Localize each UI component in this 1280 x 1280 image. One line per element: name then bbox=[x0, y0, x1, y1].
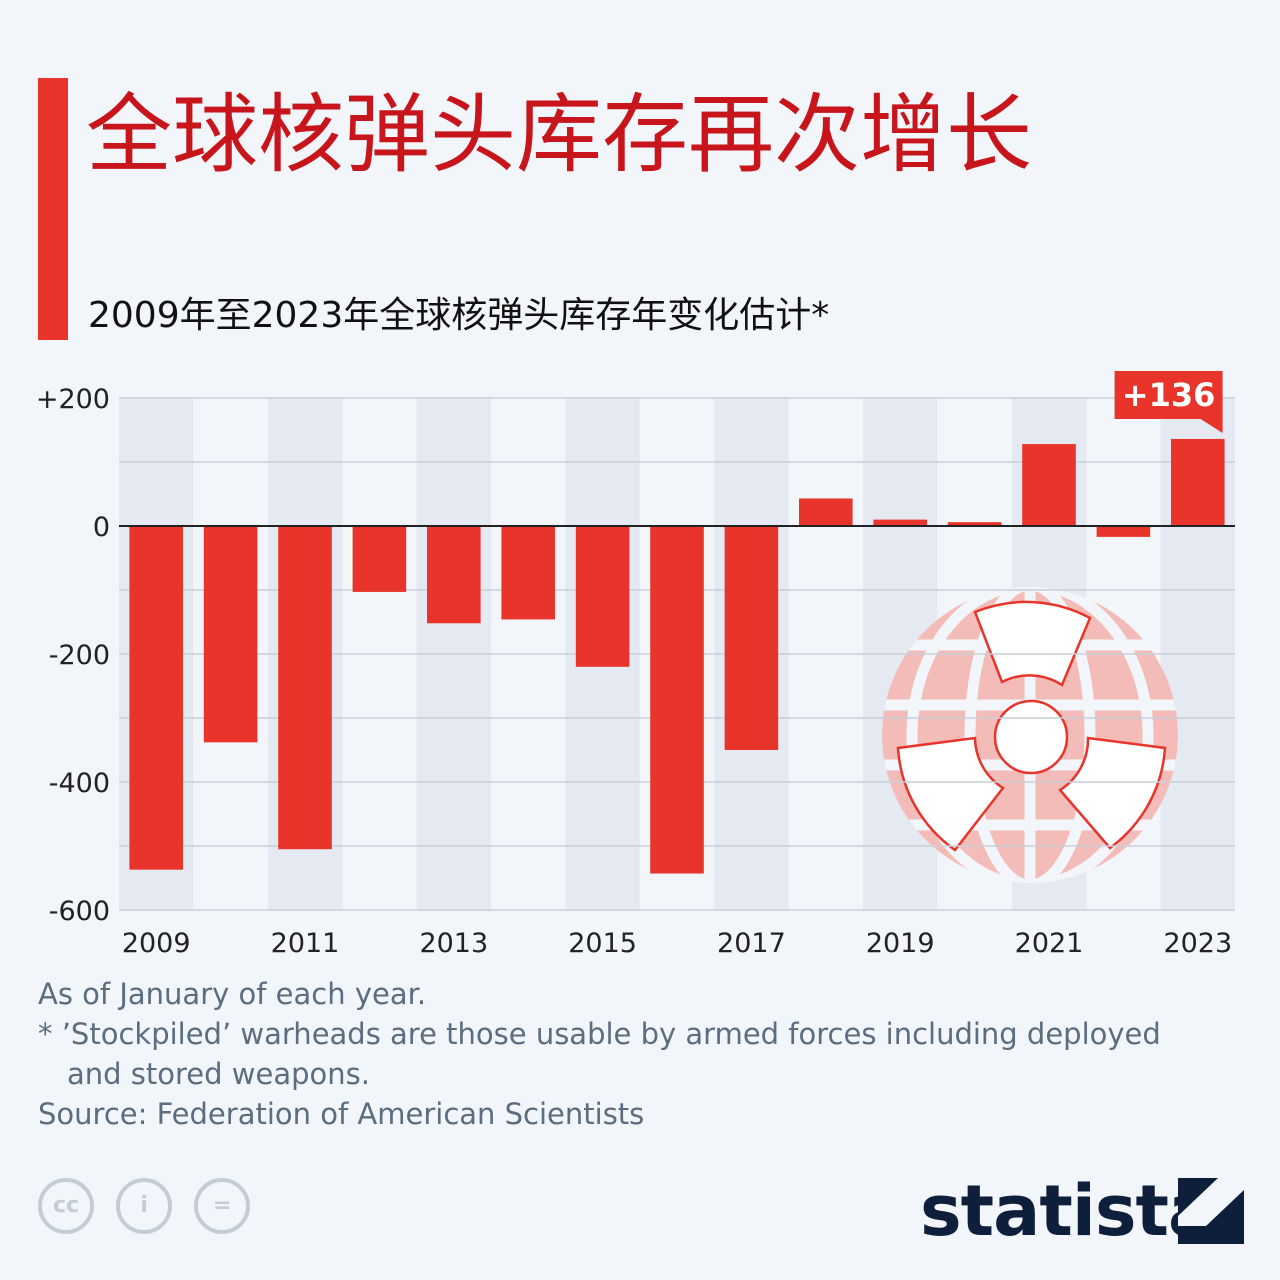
bar-2020 bbox=[947, 522, 1002, 526]
x-tick-label: 2023 bbox=[1163, 928, 1232, 959]
bar-2022 bbox=[1096, 526, 1151, 537]
bar-2009 bbox=[129, 526, 183, 870]
bar-2010 bbox=[203, 526, 258, 743]
bar-2017 bbox=[724, 526, 779, 750]
no-derivatives-icon[interactable]: = bbox=[194, 1178, 251, 1234]
y-axis-labels: +200 0 -200 -400 -600 bbox=[36, 384, 110, 927]
cc-icon[interactable]: cc bbox=[38, 1178, 94, 1234]
x-tick-label: 2013 bbox=[419, 928, 488, 959]
x-tick-label: 2017 bbox=[717, 928, 786, 959]
x-tick-label: 2019 bbox=[866, 928, 935, 959]
callout-box bbox=[1114, 370, 1223, 433]
x-tick-label: 2021 bbox=[1015, 928, 1084, 959]
license-icons: cc i = bbox=[38, 1178, 267, 1234]
chart-subtitle: 2009年至2023年全球核弹头库存年变化估计* bbox=[88, 295, 830, 336]
footnotes: As of January of each year. * ’Stockpile… bbox=[38, 974, 1238, 1134]
x-tick-label: 2015 bbox=[568, 928, 637, 959]
bars bbox=[129, 438, 1225, 874]
statista-mark-icon bbox=[1178, 1178, 1244, 1244]
bar-2023 bbox=[1171, 438, 1225, 526]
y-tick-label: -600 bbox=[49, 896, 110, 927]
bar-2021 bbox=[1022, 444, 1076, 526]
bar-2015 bbox=[575, 526, 630, 667]
chart-title: 全球核弹头库存再次增长 bbox=[86, 85, 1032, 185]
callout-label: +136 bbox=[1122, 376, 1216, 414]
y-tick-label: 0 bbox=[93, 512, 110, 543]
bar-2018 bbox=[799, 498, 853, 526]
source-note: Source: Federation of American Scientist… bbox=[38, 1097, 645, 1131]
logo-text: statista bbox=[920, 1170, 1215, 1252]
x-axis-labels: 2009 2011 2013 2015 2017 2019 2021 2023 bbox=[122, 928, 1232, 959]
x-tick-label: 2011 bbox=[271, 928, 340, 959]
y-tick-label: +200 bbox=[36, 384, 110, 415]
note-january: As of January of each year. bbox=[38, 977, 427, 1011]
note-stockpiled-cont: and stored weapons. bbox=[67, 1057, 370, 1091]
accent-bar bbox=[38, 78, 68, 340]
attribution-icon[interactable]: i bbox=[116, 1178, 173, 1234]
x-tick-label: 2009 bbox=[122, 928, 191, 959]
y-tick-label: -400 bbox=[49, 768, 110, 799]
bar-2019 bbox=[873, 519, 927, 526]
bar-2011 bbox=[278, 526, 332, 850]
bar-2016 bbox=[650, 526, 704, 874]
bar-2014 bbox=[501, 526, 555, 620]
bar-2013 bbox=[427, 526, 481, 624]
value-callout: +136 bbox=[1114, 370, 1223, 433]
bar-2012 bbox=[352, 526, 407, 592]
y-tick-label: -200 bbox=[49, 640, 110, 671]
note-stockpiled: * ’Stockpiled’ warheads are those usable… bbox=[38, 1017, 1161, 1051]
radiation-globe-icon bbox=[882, 587, 1178, 883]
